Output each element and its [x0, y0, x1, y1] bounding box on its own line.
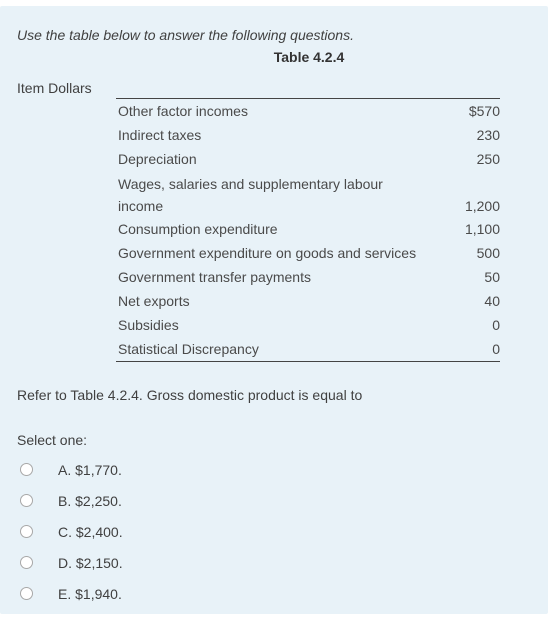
row-value: 230 — [476, 127, 500, 143]
row-label: Government expenditure on goods and serv… — [118, 245, 417, 261]
table-row: Statistical Discrepancy 0 — [116, 337, 500, 361]
row-label: Other factor incomes — [118, 103, 248, 119]
row-label: Subsidies — [118, 317, 179, 333]
row-value: 1,200 — [464, 198, 500, 214]
instructions-text: Use the table below to answer the follow… — [17, 27, 354, 43]
radio-button[interactable] — [20, 494, 33, 507]
table-row: Other factor incomes $570 — [116, 99, 500, 123]
row-value: 40 — [484, 293, 500, 309]
table-row: Wages, salaries and supplementary labour… — [116, 171, 500, 217]
radio-button[interactable] — [20, 463, 33, 476]
row-value: $570 — [468, 103, 500, 119]
table-row: Government transfer payments 50 — [116, 265, 500, 289]
row-label: Government transfer payments — [118, 269, 311, 285]
row-value: 50 — [484, 269, 500, 285]
table-row: Government expenditure on goods and serv… — [116, 241, 500, 265]
row-value: 250 — [476, 151, 500, 167]
row-value: 500 — [476, 245, 500, 261]
row-label: Depreciation — [118, 151, 197, 167]
option-label: E. $1,940. — [58, 585, 122, 602]
data-table: Other factor incomes $570 Indirect taxes… — [116, 98, 500, 362]
option-label: A. $1,770. — [58, 461, 122, 478]
answer-option-c[interactable]: C. $2,400. — [20, 516, 123, 547]
row-value: 0 — [492, 317, 500, 333]
question-panel: Use the table below to answer the follow… — [0, 6, 548, 614]
table-title: Table 4.2.4 — [273, 49, 345, 65]
row-value: 0 — [492, 341, 500, 357]
row-label: Statistical Discrepancy — [118, 341, 259, 357]
table-row: Subsidies 0 — [116, 313, 500, 337]
table-row: Consumption expenditure 1,100 — [116, 217, 500, 241]
table-row: Indirect taxes 230 — [116, 123, 500, 147]
option-label: C. $2,400. — [58, 523, 123, 540]
radio-button[interactable] — [20, 587, 33, 600]
row-label: Consumption expenditure — [118, 221, 278, 237]
row-value: 1,100 — [464, 221, 500, 237]
row-label: Wages, salaries and supplementary labour… — [118, 176, 383, 214]
answer-option-b[interactable]: B. $2,250. — [20, 485, 123, 516]
row-label: Net exports — [118, 293, 190, 309]
table-row: Net exports 40 — [116, 289, 500, 313]
question-text: Refer to Table 4.2.4. Gross domestic pro… — [17, 387, 363, 403]
answer-option-a[interactable]: A. $1,770. — [20, 454, 123, 485]
row-label: Indirect taxes — [118, 127, 202, 143]
radio-button[interactable] — [20, 556, 33, 569]
option-label: D. $2,150. — [58, 554, 123, 571]
select-one-label: Select one: — [17, 432, 88, 448]
radio-button[interactable] — [20, 525, 33, 538]
table-column-header: Item Dollars — [17, 80, 92, 96]
answer-options: A. $1,770. B. $2,250. C. $2,400. D. $2,1… — [20, 454, 123, 609]
option-label: B. $2,250. — [58, 492, 122, 509]
answer-option-d[interactable]: D. $2,150. — [20, 547, 123, 578]
answer-option-e[interactable]: E. $1,940. — [20, 578, 123, 609]
table-row: Depreciation 250 — [116, 147, 500, 171]
